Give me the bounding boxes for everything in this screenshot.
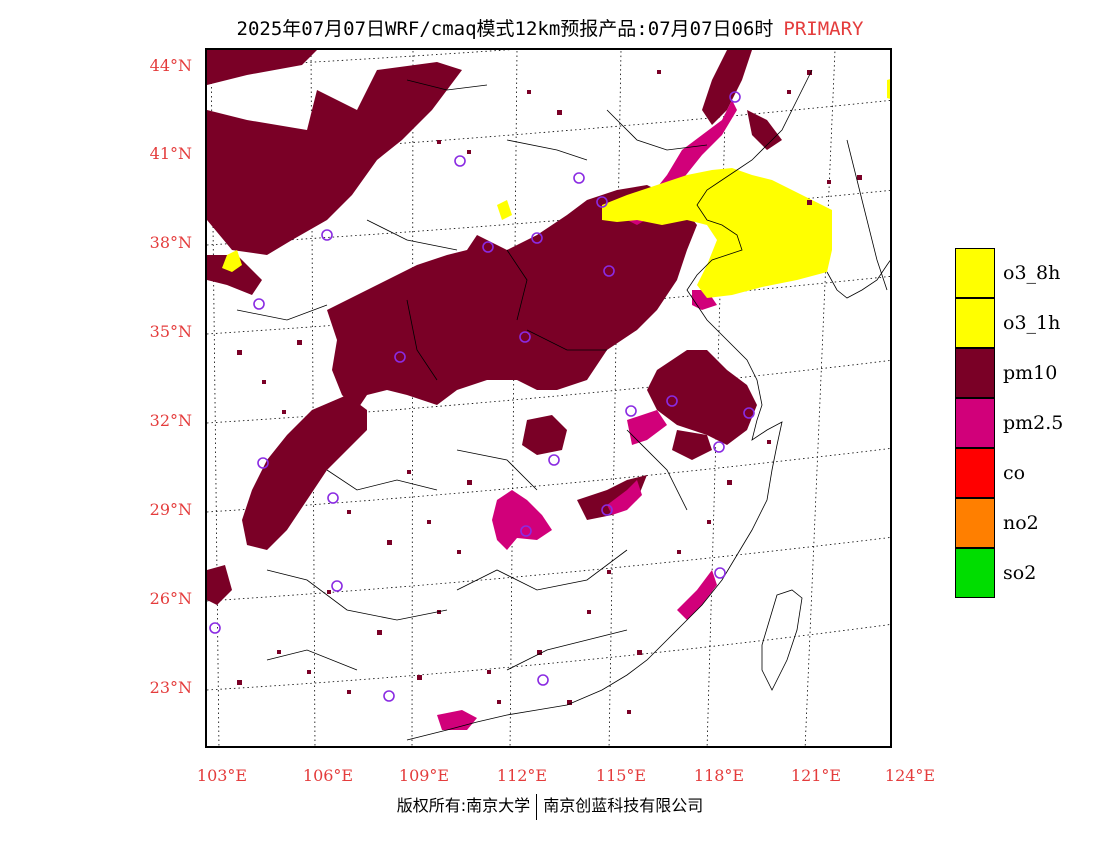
station-marker	[713, 441, 725, 453]
lon-label: 118°E	[693, 766, 745, 785]
pm10-jiangsu	[647, 350, 757, 445]
o3-shanxi	[497, 200, 512, 220]
station-marker	[531, 232, 543, 244]
lat-label: 23°N	[149, 678, 192, 697]
station-marker	[394, 351, 406, 363]
pm10-jiangxi	[577, 475, 647, 520]
lon-label: 121°E	[790, 766, 842, 785]
legend-label: o3_8h	[1003, 262, 1061, 284]
station-marker	[743, 407, 755, 419]
o3-west	[222, 250, 242, 272]
station-marker	[729, 91, 741, 103]
korea-outline	[826, 260, 890, 299]
map-title: 2025年07月07日WRF/cmaq模式12km预报产品:07月07日06时 P…	[0, 14, 1100, 41]
station-marker	[209, 622, 221, 634]
lat-label: 26°N	[149, 589, 192, 608]
legend-swatch	[955, 448, 995, 498]
o3-bohai	[602, 168, 832, 298]
station-marker	[548, 454, 560, 466]
station-marker	[537, 674, 549, 686]
lat-label: 44°N	[149, 56, 192, 75]
o3-regions	[222, 79, 890, 298]
pm10-east-sea	[672, 430, 712, 460]
lon-label: 115°E	[595, 766, 647, 785]
pm10-sichuan-band	[242, 395, 367, 550]
lon-label: 112°E	[496, 766, 548, 785]
korea-east	[846, 139, 888, 291]
lat-label: 35°N	[149, 322, 192, 341]
legend-swatch	[955, 248, 995, 298]
lat-label: 41°N	[149, 144, 192, 163]
boundaries	[236, 69, 890, 741]
title-main: 2025年07月07日WRF/cmaq模式12km预报产品:07月07日06时	[236, 18, 774, 40]
station-marker	[601, 504, 613, 516]
station-marker	[519, 331, 531, 343]
credit-line: 版权所有:南京大学 南京创蓝科技有限公司	[0, 792, 1100, 820]
pm10-northeast-top	[702, 50, 752, 125]
credit-right: 南京创蓝科技有限公司	[543, 796, 704, 815]
pm25-anhui	[627, 410, 667, 445]
legend-label: so2	[1003, 562, 1037, 584]
pm10-regions	[207, 50, 782, 605]
pm25-regions	[437, 100, 737, 730]
pm10-west-strip	[207, 255, 262, 295]
lon-label: 103°E	[196, 766, 248, 785]
coastline-bohai	[686, 69, 813, 306]
pm25-jiangxi	[607, 480, 642, 515]
pm10-yunnan-edge	[207, 565, 232, 605]
station-marker	[573, 172, 585, 184]
station-marker	[714, 567, 726, 579]
station-marker	[596, 196, 608, 208]
legend-label: o3_1h	[1003, 312, 1061, 334]
legend-swatch	[955, 348, 995, 398]
lon-label: 109°E	[398, 766, 450, 785]
province-lines	[236, 79, 708, 671]
station-marker	[482, 241, 494, 253]
station-marker	[257, 457, 269, 469]
pm25-hebei-band	[617, 100, 737, 225]
pollution-map	[207, 50, 890, 746]
pm10-hunan	[522, 415, 567, 455]
station-markers	[209, 91, 755, 702]
lon-label: 124°E	[884, 766, 936, 785]
legend-label: co	[1003, 462, 1026, 484]
pm10-liaoning	[747, 110, 782, 150]
station-marker	[666, 395, 678, 407]
lat-label: 32°N	[149, 411, 192, 430]
credit-left: 版权所有:南京大学	[396, 796, 531, 815]
station-marker	[253, 298, 265, 310]
station-marker	[603, 265, 615, 277]
pixel-specks	[237, 70, 862, 714]
legend-label: pm10	[1003, 362, 1058, 384]
title-tag: PRIMARY	[783, 18, 864, 40]
lon-label: 106°E	[302, 766, 354, 785]
pm25-fujian-coast	[677, 570, 717, 620]
pm25-hunan	[492, 490, 552, 550]
legend-label: pm2.5	[1003, 412, 1064, 434]
pm25-shandong-east	[692, 290, 717, 310]
coastline-east	[406, 304, 783, 741]
credit-divider	[536, 793, 538, 820]
lat-label: 29°N	[149, 500, 192, 519]
legend-swatch	[955, 298, 995, 348]
station-marker	[625, 405, 637, 417]
taiwan-outline	[761, 589, 803, 691]
lat-label: 38°N	[149, 233, 192, 252]
station-marker	[327, 492, 339, 504]
station-marker	[321, 229, 333, 241]
legend-swatch	[955, 498, 995, 548]
map-frame	[205, 48, 892, 748]
pm10-north-top	[207, 50, 317, 85]
pm10-northwest	[207, 62, 462, 255]
o3-northeast-edge	[887, 79, 890, 99]
station-marker	[520, 525, 532, 537]
station-marker	[331, 580, 343, 592]
station-marker	[454, 155, 466, 167]
legend-label: no2	[1003, 512, 1039, 534]
legend-swatch	[955, 548, 995, 598]
legend-swatch	[955, 398, 995, 448]
station-marker	[383, 690, 395, 702]
